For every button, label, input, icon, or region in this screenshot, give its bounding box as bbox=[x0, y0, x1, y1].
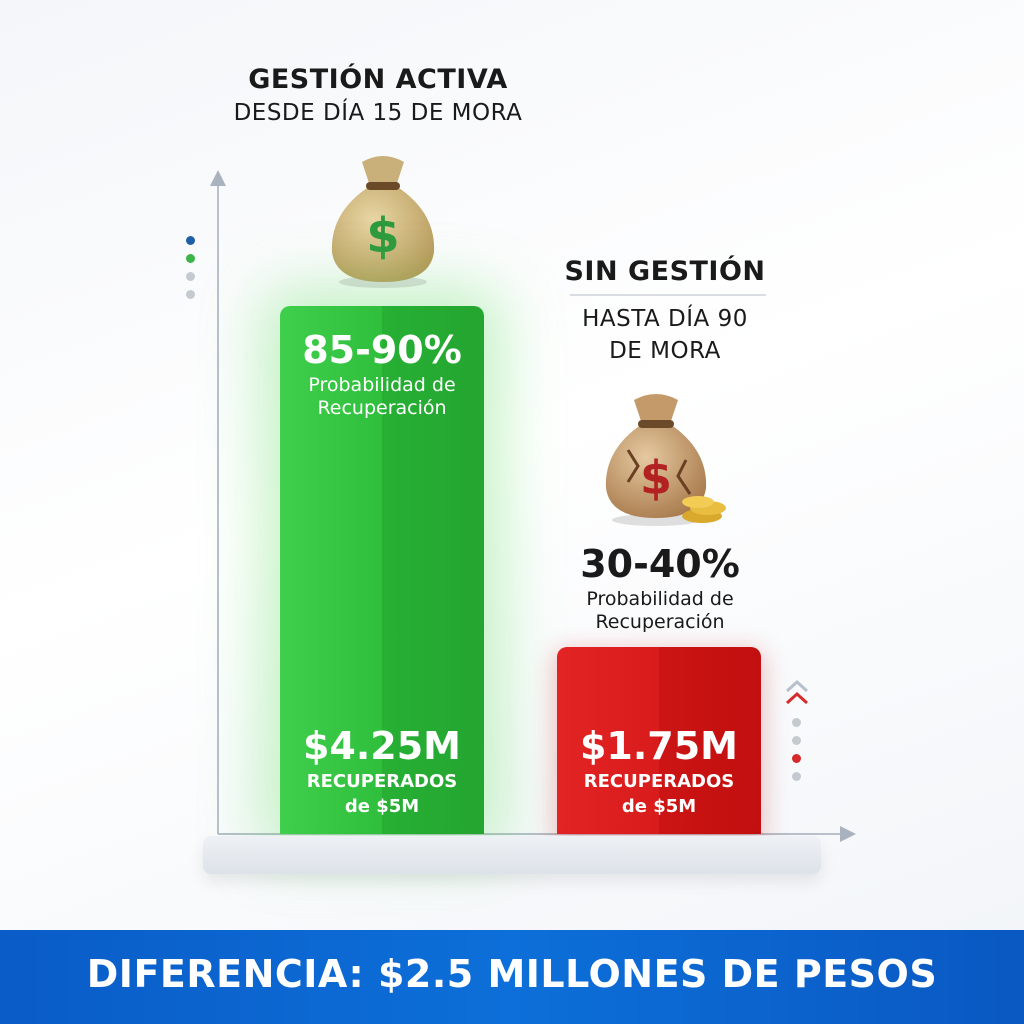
left-percent-label-2: Recuperación bbox=[317, 397, 447, 419]
left-percent-label-1: Probabilidad de bbox=[308, 374, 456, 396]
left-subtitle: DESDE DÍA 15 DE MORA bbox=[233, 100, 523, 126]
bar-sin-gestion bbox=[557, 647, 761, 834]
svg-text:$: $ bbox=[366, 208, 399, 264]
left-percent: 85-90% bbox=[302, 328, 462, 372]
legend-dot-gray bbox=[792, 736, 801, 745]
right-subtitle-1: HASTA DÍA 90 bbox=[582, 306, 748, 332]
chevron-up-icon bbox=[785, 679, 809, 693]
left-amount-label-1: RECUPERADOS bbox=[306, 771, 458, 792]
right-amount-label-2: de $5M bbox=[621, 796, 697, 817]
legend-dot-green bbox=[186, 254, 195, 263]
legend-dot-gray bbox=[186, 290, 195, 299]
right-amount: $1.75M bbox=[579, 724, 738, 768]
bar-gestion-activa bbox=[280, 306, 484, 834]
right-amount-label-1: RECUPERADOS bbox=[583, 771, 735, 792]
title-divider bbox=[570, 294, 766, 296]
cracked-money-bag-icon: $ bbox=[605, 394, 726, 526]
chart-base bbox=[203, 836, 821, 874]
right-subtitle-2: DE MORA bbox=[609, 338, 721, 364]
legend-dot-gray bbox=[792, 772, 801, 781]
legend-dot-gray bbox=[186, 272, 195, 281]
money-bag-icon: $ bbox=[331, 156, 435, 288]
y-axis-arrow bbox=[210, 170, 226, 186]
left-amount-label-2: de $5M bbox=[344, 796, 420, 817]
left-title: GESTIÓN ACTIVA bbox=[248, 64, 508, 95]
footer-banner bbox=[0, 930, 1024, 1024]
chevron-up-icon bbox=[785, 691, 809, 705]
left-amount: $4.25M bbox=[302, 724, 461, 768]
legend-dot-blue bbox=[186, 236, 195, 245]
footer-text: DIFERENCIA: $2.5 MILLONES DE PESOS bbox=[86, 952, 938, 996]
x-axis-arrow bbox=[840, 826, 856, 842]
legend-dot-gray bbox=[792, 718, 801, 727]
legend-dot-red bbox=[792, 754, 801, 763]
right-percent-label-1: Probabilidad de bbox=[586, 588, 734, 610]
right-percent: 30-40% bbox=[580, 542, 740, 586]
right-percent-label-2: Recuperación bbox=[595, 611, 725, 633]
right-title: SIN GESTIÓN bbox=[564, 256, 766, 287]
svg-text:$: $ bbox=[640, 451, 672, 505]
